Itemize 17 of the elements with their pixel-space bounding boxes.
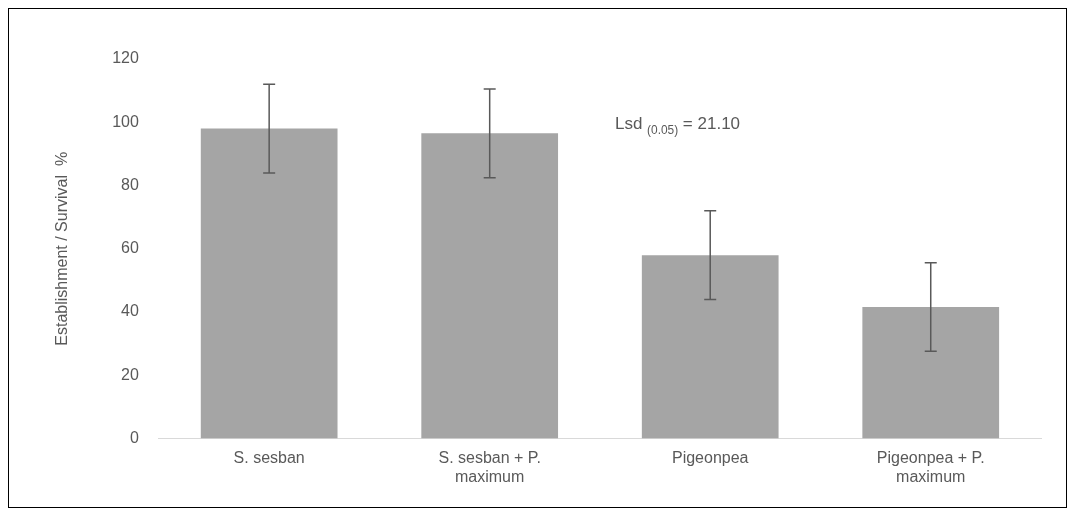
x-tick-label: Pigeonpea: [671, 448, 749, 466]
bar: [421, 133, 559, 439]
y-tick-label: 40: [121, 302, 139, 320]
y-tick-label: 60: [121, 239, 139, 257]
y-axis-title: Establishment / Survival %: [53, 151, 71, 346]
bar: [862, 307, 1000, 439]
y-tick-label: 20: [121, 365, 139, 383]
bar: [200, 128, 338, 439]
x-tick-label: S. sesban: [233, 448, 305, 466]
y-tick-label: 80: [121, 175, 139, 193]
y-tick-label: 120: [112, 49, 139, 67]
x-tick-label: S. sesban + P. maximum: [438, 448, 541, 485]
y-tick-label: 0: [129, 429, 139, 447]
bar: [641, 255, 779, 439]
x-tick-label: Pigeonpea + P. maximum: [876, 448, 985, 485]
y-tick-label: 100: [112, 112, 139, 130]
annotation: Lsd (0.05) = 21.10: [614, 114, 741, 138]
